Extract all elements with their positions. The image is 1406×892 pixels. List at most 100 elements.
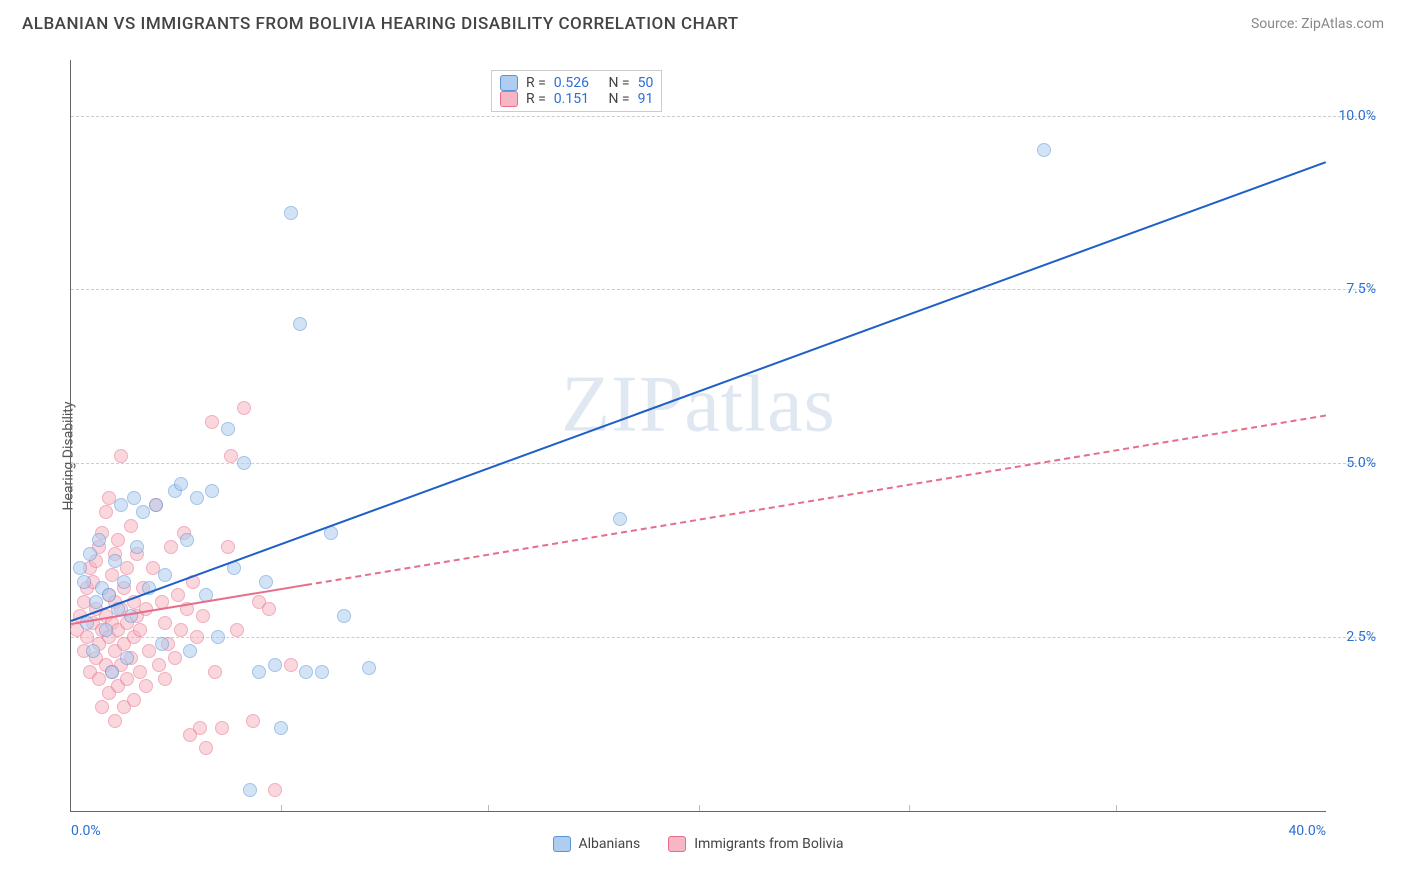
legend-label-albanians: Albanians [579, 836, 641, 852]
gridline [71, 637, 1376, 638]
data-point [190, 491, 204, 505]
data-point [183, 644, 197, 658]
n-label: N = [608, 91, 629, 107]
data-point [133, 623, 147, 637]
data-point [102, 588, 116, 602]
gridline [71, 116, 1376, 117]
data-point [205, 415, 219, 429]
data-point [171, 588, 185, 602]
data-point [152, 658, 166, 672]
data-point [158, 616, 172, 630]
watermark: ZIPatlas [561, 360, 836, 451]
data-point [77, 575, 91, 589]
plot-region: ZIPatlas R = 0.526 N = 50 R = 0.151 N = … [70, 60, 1326, 812]
legend-item-bolivia: Immigrants from Bolivia [668, 836, 843, 852]
data-point [252, 665, 266, 679]
data-point [73, 561, 87, 575]
data-point [92, 533, 106, 547]
data-point [133, 665, 147, 679]
data-point [99, 505, 113, 519]
data-point [613, 512, 627, 526]
x-tick [488, 805, 489, 811]
data-point [196, 609, 210, 623]
legend-row-a: R = 0.526 N = 50 [500, 75, 653, 91]
data-point [120, 561, 134, 575]
data-point [205, 484, 219, 498]
data-point [221, 422, 235, 436]
data-point [180, 533, 194, 547]
data-point [139, 679, 153, 693]
legend-row-b: R = 0.151 N = 91 [500, 91, 653, 107]
r-label: R = [526, 91, 546, 107]
y-tick-label: 5.0% [1346, 455, 1376, 471]
y-tick-label: 7.5% [1346, 281, 1376, 297]
data-point [1037, 143, 1051, 157]
data-point [174, 477, 188, 491]
data-point [127, 491, 141, 505]
series-legend: Albanians Immigrants from Bolivia [70, 836, 1326, 852]
data-point [259, 575, 273, 589]
trend-line [306, 415, 1326, 586]
gridline [71, 463, 1376, 464]
legend-item-albanians: Albanians [553, 836, 641, 852]
data-point [168, 651, 182, 665]
correlation-legend: R = 0.526 N = 50 R = 0.151 N = 91 [491, 70, 662, 112]
r-value-b: 0.151 [554, 91, 589, 107]
data-point [130, 540, 144, 554]
data-point [299, 665, 313, 679]
data-point [284, 658, 298, 672]
swatch-bolivia [500, 91, 518, 107]
data-point [105, 665, 119, 679]
swatch-bolivia [668, 836, 686, 852]
data-point [108, 714, 122, 728]
data-point [293, 317, 307, 331]
data-point [215, 721, 229, 735]
x-tick [699, 805, 700, 811]
data-point [284, 206, 298, 220]
data-point [190, 630, 204, 644]
data-point [158, 672, 172, 686]
x-tick [281, 805, 282, 811]
data-point [158, 568, 172, 582]
data-point [193, 721, 207, 735]
y-tick-label: 2.5% [1346, 629, 1376, 645]
swatch-albanians [500, 75, 518, 91]
data-point [124, 519, 138, 533]
data-point [117, 575, 131, 589]
data-point [108, 554, 122, 568]
data-point [362, 661, 376, 675]
data-point [80, 616, 94, 630]
y-tick-label: 10.0% [1338, 108, 1376, 124]
data-point [337, 609, 351, 623]
data-point [237, 401, 251, 415]
data-point [86, 644, 100, 658]
data-point [246, 714, 260, 728]
data-point [268, 783, 282, 797]
data-point [268, 658, 282, 672]
data-point [83, 547, 97, 561]
data-point [243, 783, 257, 797]
legend-label-bolivia: Immigrants from Bolivia [694, 836, 843, 852]
n-value-a: 50 [638, 75, 654, 91]
r-label: R = [526, 75, 546, 91]
gridline [71, 289, 1376, 290]
data-point [149, 498, 163, 512]
data-point [211, 630, 225, 644]
data-point [262, 602, 276, 616]
n-label: N = [608, 75, 629, 91]
data-point [95, 700, 109, 714]
chart-area: Hearing Disability ZIPatlas R = 0.526 N … [20, 50, 1386, 862]
trend-line [71, 161, 1327, 622]
chart-title: ALBANIAN VS IMMIGRANTS FROM BOLIVIA HEAR… [22, 14, 739, 34]
n-value-b: 91 [638, 91, 654, 107]
data-point [120, 651, 134, 665]
chart-header: ALBANIAN VS IMMIGRANTS FROM BOLIVIA HEAR… [0, 0, 1406, 42]
data-point [164, 540, 178, 554]
data-point [315, 665, 329, 679]
swatch-albanians [553, 836, 571, 852]
data-point [99, 623, 113, 637]
chart-source: Source: ZipAtlas.com [1251, 16, 1384, 32]
data-point [221, 540, 235, 554]
data-point [208, 665, 222, 679]
data-point [155, 637, 169, 651]
